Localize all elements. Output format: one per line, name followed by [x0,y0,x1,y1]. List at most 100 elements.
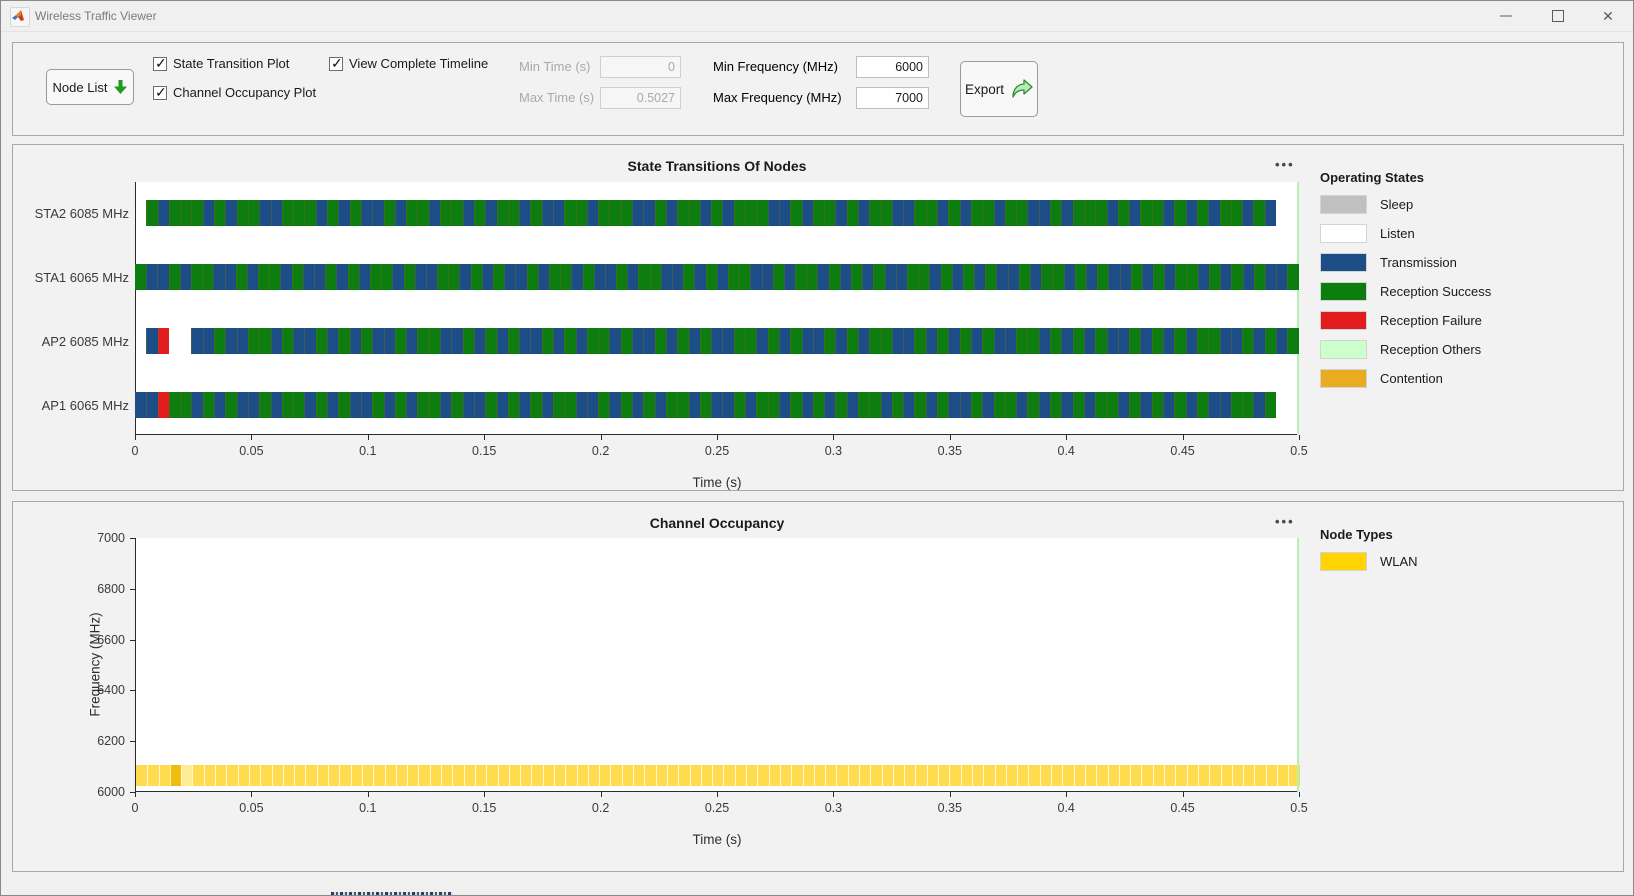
checkbox-label: State Transition Plot [173,56,290,71]
export-label: Export [964,81,1005,97]
state-segment [632,200,644,226]
state-segment [1083,328,1096,354]
y-axis-line [135,182,136,435]
matlab-icon [10,7,30,27]
state-segment [360,200,373,226]
occupancy-segment [610,765,622,787]
state-segment [428,392,441,418]
state-segment [440,200,452,226]
check-icon: ✓ [331,54,343,71]
occupancy-plot-area[interactable] [135,538,1300,792]
state-segment [903,392,915,418]
max-frequency-input[interactable]: 7000 [856,87,929,109]
state-segment [135,392,147,418]
x-axis-line [135,791,1299,792]
occupancy-segment [1209,765,1221,787]
state-segment [302,264,314,290]
state-segment [327,328,339,354]
state-segment [835,392,847,418]
state-segment [772,264,784,290]
max-time-input[interactable]: 0.5027 [600,87,681,109]
timeline-cursor-line [1297,538,1299,792]
occupancy-segment [1197,765,1210,787]
state-segment [993,200,1005,226]
occupancy-segment [1164,765,1176,787]
checkbox-icon[interactable]: ✓ [329,54,343,71]
state-segment [1117,328,1130,354]
checkbox-state-transition-plot[interactable]: ✓ State Transition Plot [153,55,290,71]
state-segment [925,200,938,226]
y-tick-label: 6600 [97,632,125,647]
occupancy-segment [938,765,950,787]
x-tick-label: 0.45 [1170,444,1195,458]
state-plot-area[interactable] [135,182,1299,435]
checkbox-channel-occupancy-plot[interactable]: ✓ Channel Occupancy Plot [153,84,317,100]
checkbox-view-complete-timeline[interactable]: ✓ View Complete Timeline [329,54,488,71]
state-segment [575,392,587,418]
axes-toolbar-button[interactable]: ••• [1275,157,1295,172]
occupancy-segment [779,765,792,787]
min-frequency-input[interactable]: 6000 [856,56,929,78]
state-segment [649,264,661,290]
state-segment [1041,264,1053,290]
state-segment [1151,328,1164,354]
state-segment [202,328,215,354]
maximize-button[interactable] [1535,1,1581,31]
state-segment [530,200,542,226]
state-segment [974,264,986,290]
state-segment [925,328,938,354]
state-segment [1196,200,1209,226]
occupancy-segment [215,765,227,787]
state-segment [1287,200,1298,226]
state-segment [1050,328,1062,354]
occupancy-segment [1141,765,1153,787]
checkbox-label: Channel Occupancy Plot [173,85,317,100]
x-tick-mark [833,792,835,797]
axes-toolbar-button[interactable]: ••• [1275,514,1295,529]
state-segment [259,328,271,354]
x-tick-mark [1066,792,1068,797]
min-time-input[interactable]: 0 [600,56,681,78]
state-segment [824,328,836,354]
node-list-button[interactable]: Node List [46,69,134,105]
state-segment [1016,328,1028,354]
state-segment [1174,392,1186,418]
close-button[interactable]: ✕ [1585,1,1631,31]
state-segment [315,392,328,418]
occupancy-segment [633,765,645,787]
occupancy-segment [960,765,972,787]
checkbox-icon[interactable]: ✓ [153,55,167,71]
occupancy-segment [971,765,984,787]
state-segment [1151,200,1164,226]
occupancy-segment [271,765,283,787]
occupancy-segment [508,765,521,787]
occupancy-segment [723,765,735,787]
occupancy-segment [666,765,679,787]
export-button[interactable]: Export [960,61,1038,117]
state-segment [891,392,904,418]
state-segment [552,200,565,226]
state-segment [1174,200,1186,226]
state-segment [180,200,192,226]
occupancy-segment [1005,765,1018,787]
occupancy-segment [1231,765,1244,787]
state-segment [824,392,836,418]
state-segment [1119,264,1131,290]
y-tick-mark [130,741,135,743]
state-segment [906,264,919,290]
legend-swatch [1320,253,1367,272]
occupancy-segment [1017,765,1029,787]
state-segment [858,392,870,418]
minimize-button[interactable] [1483,1,1529,31]
state-segment [801,392,813,418]
state-segment [1004,200,1017,226]
state-segment [327,200,339,226]
state-segment [940,264,952,290]
occupancy-chart-title: Channel Occupancy [649,515,785,531]
state-segment [733,392,746,418]
state-segment [609,200,621,226]
occupancy-segment [316,765,329,787]
checkbox-icon[interactable]: ✓ [153,84,167,100]
state-segment [473,200,486,226]
